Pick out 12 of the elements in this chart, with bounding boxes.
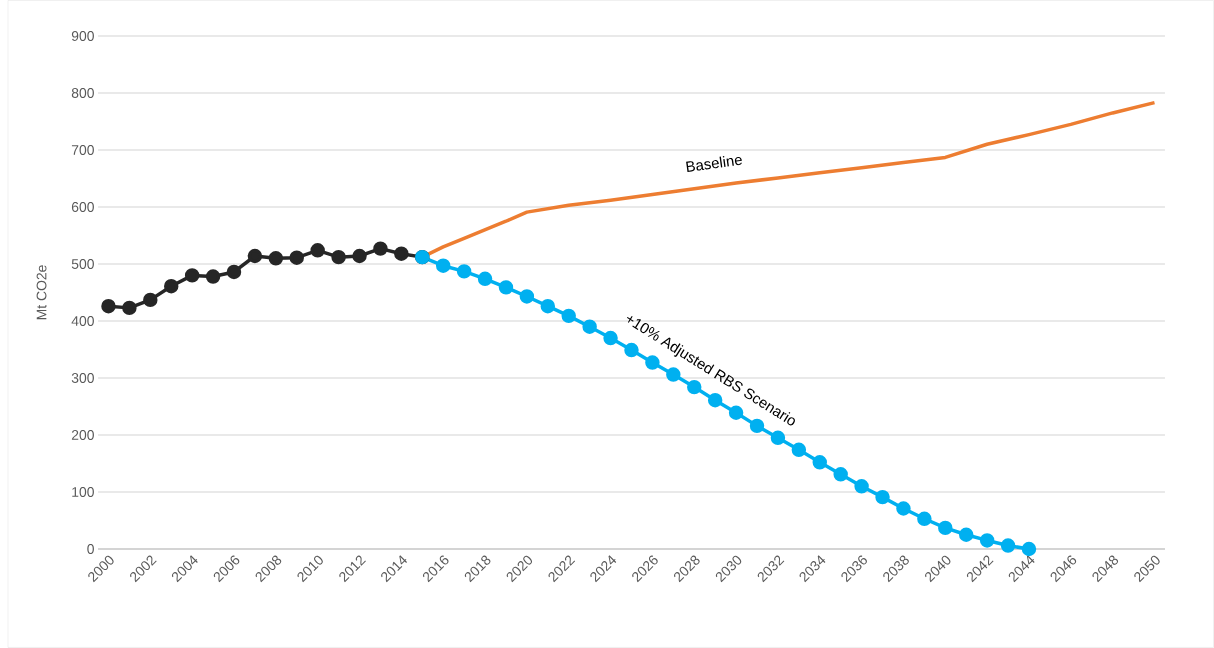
y-tick-label: 500 xyxy=(71,259,94,269)
y-axis-title: Mt CO2e xyxy=(36,265,47,320)
y-tick-label: 0 xyxy=(87,544,94,554)
y-tick-label: 800 xyxy=(71,88,94,98)
y-tick-label: 400 xyxy=(71,316,94,326)
text: Baseline xyxy=(686,156,742,172)
y-tick-label: 200 xyxy=(71,430,94,440)
y-tick-label: 300 xyxy=(71,373,94,383)
y-tick-label: 900 xyxy=(71,31,94,41)
y-tick-label: 100 xyxy=(72,487,94,497)
y-tick-label: 700 xyxy=(71,145,94,155)
y-tick-label: 600 xyxy=(71,202,94,212)
